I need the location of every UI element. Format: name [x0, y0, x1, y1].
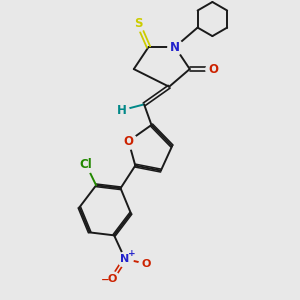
Text: N: N [120, 254, 130, 264]
Text: O: O [142, 259, 151, 269]
Text: N: N [170, 40, 180, 53]
Text: H: H [116, 104, 126, 117]
Text: O: O [124, 135, 134, 148]
Text: O: O [208, 63, 218, 76]
Text: +: + [128, 249, 135, 258]
Text: O: O [107, 274, 116, 284]
Text: −: − [101, 275, 110, 285]
Text: Cl: Cl [80, 158, 92, 171]
Text: S: S [134, 17, 142, 30]
